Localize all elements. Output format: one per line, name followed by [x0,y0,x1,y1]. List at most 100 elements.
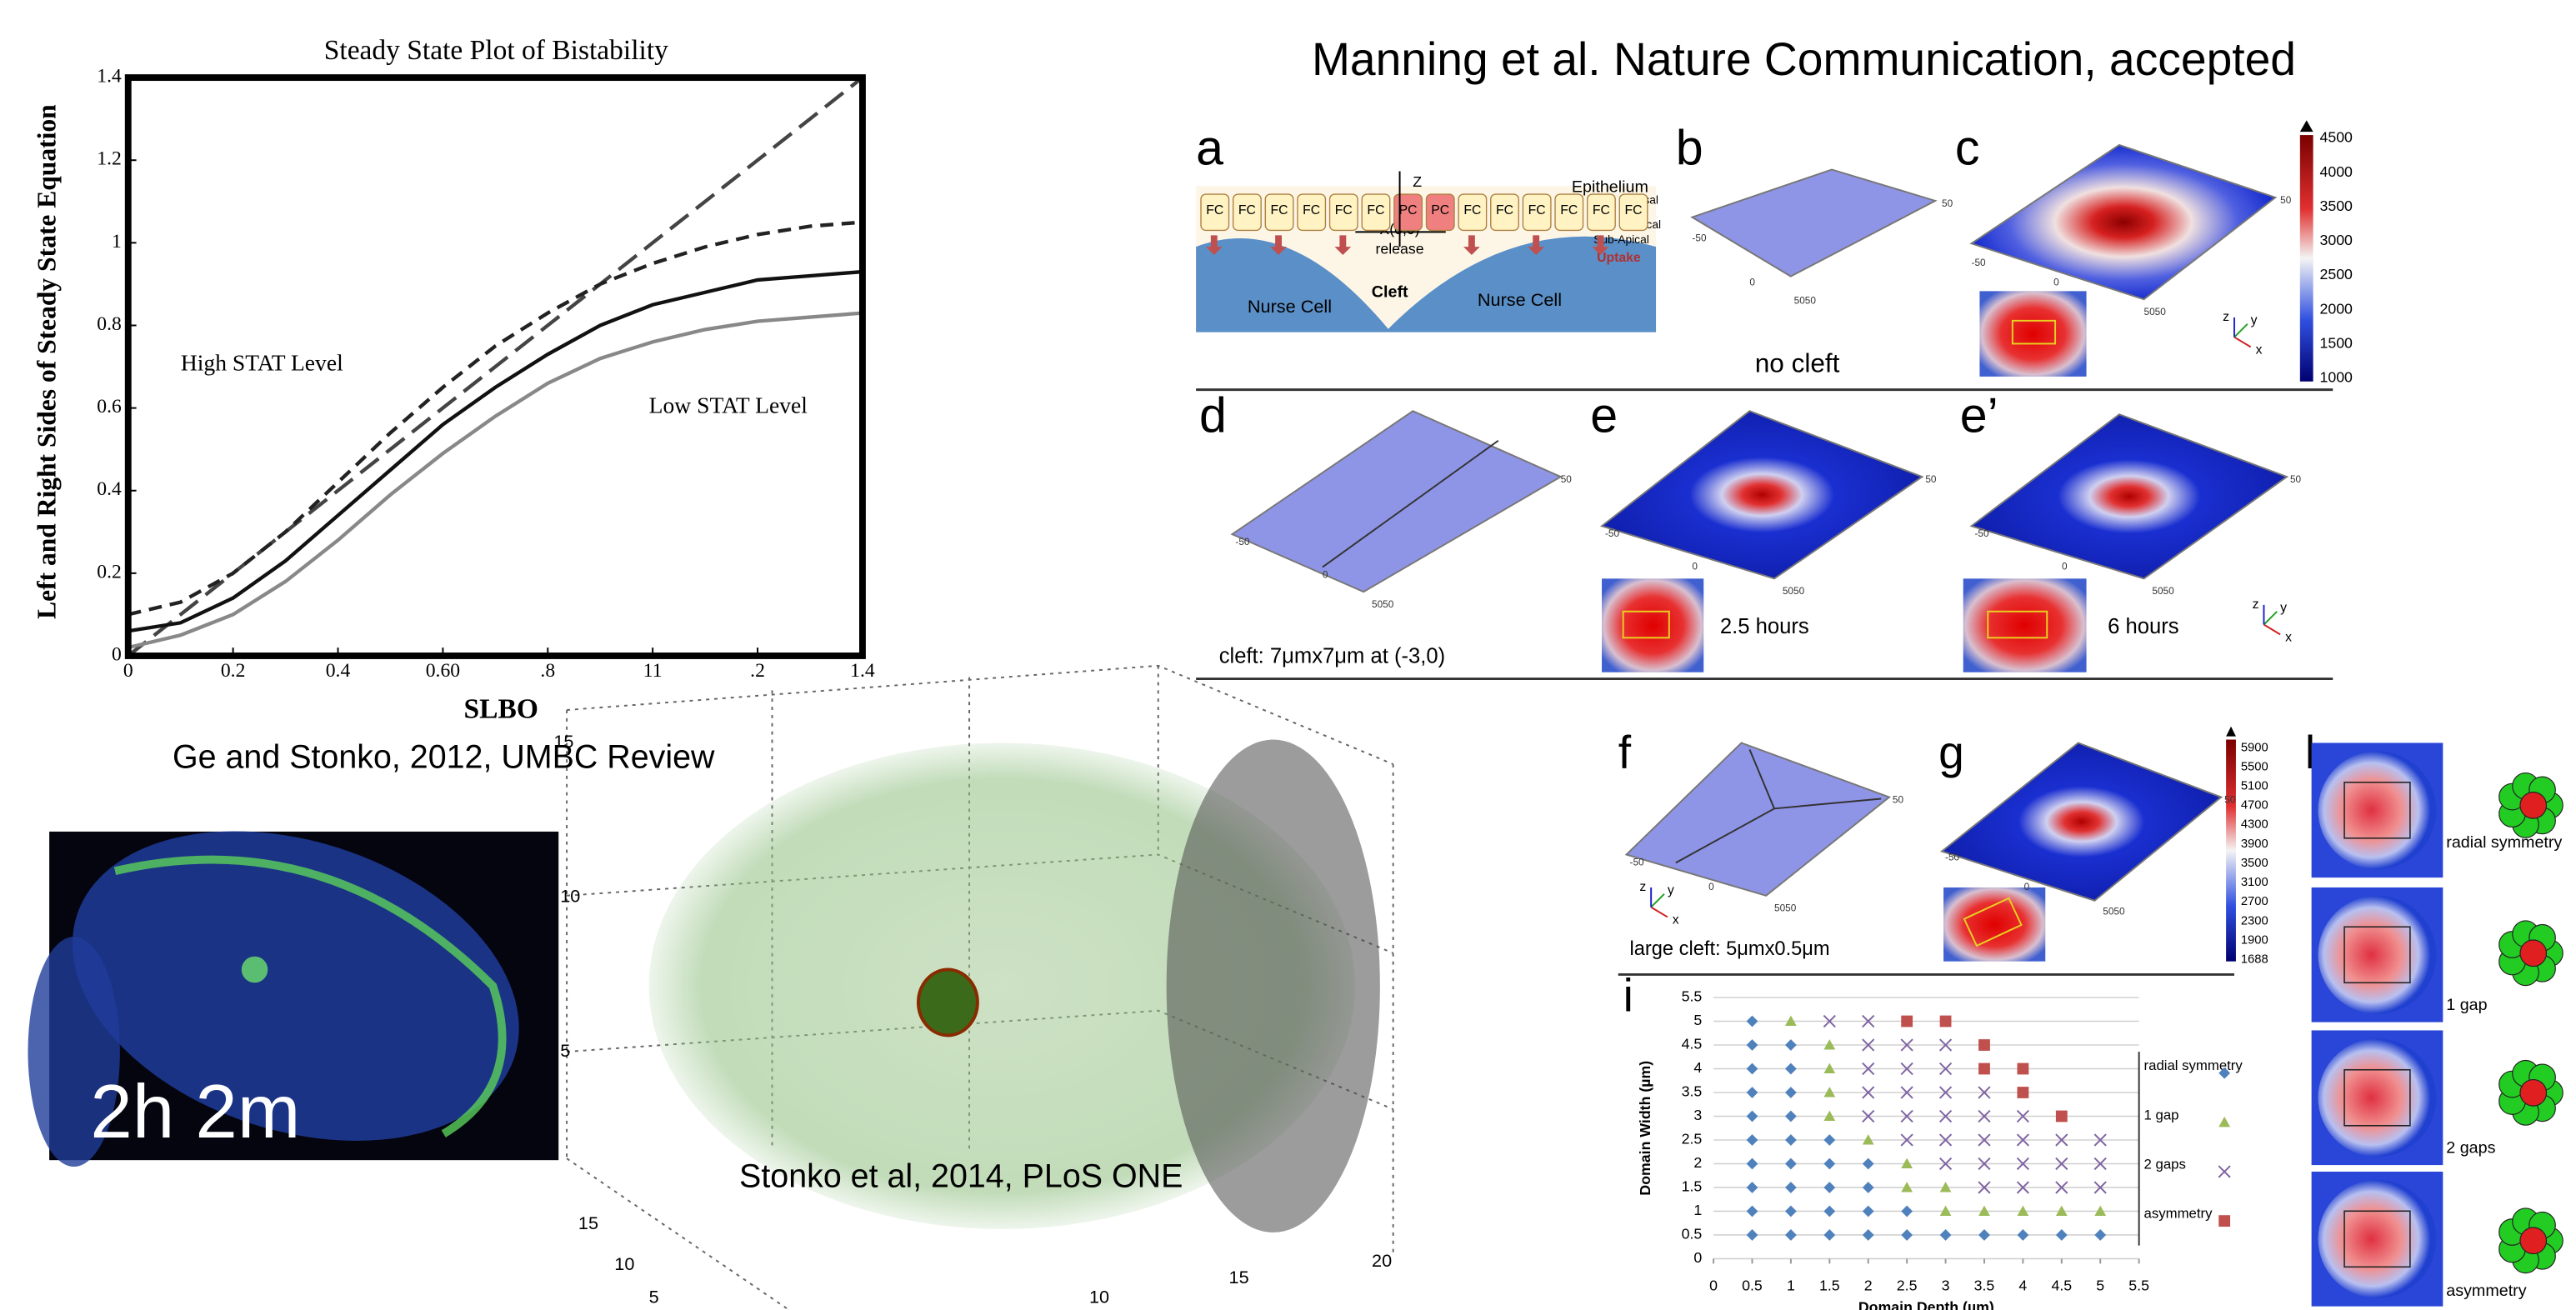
marker [1785,1039,1797,1051]
plane-tick: 50 [1925,473,1937,485]
citation: Stonko et al, 2014, PLoS ONE [739,1158,1183,1194]
panel-letter: e’ [1960,388,1998,443]
cell-label: FC [1303,203,1320,218]
colorbar-label: 1688 [2241,953,2268,967]
timestamp: 2h 2m [90,1070,300,1154]
domain-plane [1232,411,1560,592]
marker [1901,1016,1913,1028]
x-tick-label: 1.4 [850,660,875,682]
x-tick-label: 1.5 [1819,1278,1840,1294]
panel-letter: g [1938,727,1964,778]
y-axis-label: Left and Right Sides of Steady State Equ… [32,104,61,619]
plane-tick: 50 [1942,198,1953,209]
plane-tick: 50 [2224,794,2236,806]
cell-cloud-end [1167,740,1380,1232]
3d-tick: 5 [649,1286,659,1307]
plane-tick: -50 [1605,528,1620,539]
legend-label: 2 gaps [2144,1157,2186,1172]
x-tick-label: 2 [1864,1278,1873,1294]
panel-g [1942,742,2221,961]
plane-tick: 0 [1323,569,1328,581]
y-tick-label: 0.6 [97,396,122,418]
caption: cleft: 7μmx7μm at (-3,0) [1219,645,1445,668]
h-label: 2 gaps [2446,1139,2495,1158]
y-tick-label: 0.5 [1682,1226,1703,1242]
x-tick-label: .2 [750,660,765,682]
marker [1747,1206,1758,1218]
schematic: Nurse Cell Nurse Cell Cleft release X(0,… [1196,171,1661,332]
panel-letter: e [1590,388,1618,443]
plane-tick: 0 [1692,561,1698,572]
x-tick-label: 4.5 [2051,1278,2072,1294]
annotation: High STAT Level [181,349,343,375]
cell-label: FC [1463,203,1481,218]
cell-label: PC [1399,203,1418,218]
plane-tick: -50 [1945,852,1960,863]
label: Uptake [1597,251,1641,265]
plane-tick: 50 [1561,473,1573,485]
plane-tick: 5050 [1783,585,1805,597]
y-tick-label: 1.2 [97,148,122,170]
cell-label: FC [1238,203,1256,218]
panel-letter: i [1623,970,1633,1022]
cell-label: FC [1367,203,1384,218]
sim-field [2318,1038,2437,1157]
y-tick-label: 3.5 [1682,1083,1703,1100]
x-tick-label: 5 [2096,1278,2104,1294]
marker [2017,1063,2028,1075]
domain-plane [1942,742,2221,900]
x-tick-label: 0.60 [426,660,460,682]
panel-letter: a [1196,119,1223,175]
triad-label: y [2251,313,2258,328]
panel-b [1692,169,1935,276]
3d-tick: 15 [578,1212,598,1233]
border-cluster [918,970,978,1036]
colorbar-label: 2300 [2241,914,2268,928]
marker [2017,1229,2028,1241]
bistability-chart: Steady State Plot of BistabilitySLBOLeft… [32,35,875,724]
3d-tick: 10 [1089,1286,1109,1307]
plane-tick: 0 [2053,277,2059,288]
plane-tick: 0 [2062,561,2068,572]
legend-label: asymmetry [2144,1206,2213,1222]
plane-tick: -50 [1972,257,1987,268]
legend-marker [2218,1215,2230,1227]
marker [1747,1229,1758,1241]
line-series [128,272,863,631]
cell-label: FC [1593,203,1610,218]
marker [1823,1206,1835,1218]
marker [1823,1158,1835,1170]
plane-tick: -50 [1692,232,1707,243]
x-tick-label: 5.5 [2128,1278,2149,1294]
citation: Ge and Stonko, 2012, UMBC Review [173,739,715,776]
x-axis-label: Domain Depth (µm) [1858,1298,1994,1310]
legend-marker [2218,1117,2230,1127]
panel-letter: c [1955,119,1980,175]
cell-label: FC [1625,203,1643,218]
legend-marker [2218,1166,2230,1178]
triad-label: x [1673,913,1679,928]
marker [1747,1087,1758,1098]
marker [1863,1206,1874,1218]
x-tick-label: 0.2 [221,660,246,682]
cell-label: PC [1431,203,1449,218]
marker [1901,1206,1913,1218]
caption: 2.5 hours [1720,615,1809,638]
3d-tick: 15 [553,731,573,752]
marker [1863,1182,1874,1193]
chart-title: Steady State Plot of Bistability [324,35,668,66]
colorbar-label: 5900 [2241,741,2268,754]
domain-chart: 00.511.522.533.544.555.500.511.522.533.5… [1637,988,2243,1310]
sim-field [2318,751,2437,869]
3d-tick: 10 [614,1253,634,1274]
triad-axis [2234,338,2251,348]
triad-label: z [2253,598,2259,612]
y-tick-label: 0 [112,643,122,665]
border-cell [2520,1228,2547,1254]
inset [1963,578,2087,672]
colorbar [2300,135,2313,382]
triad-axis [2263,625,2280,635]
colorbar-label: 5100 [2241,780,2268,793]
y-axis-label: Domain Width (µm) [1637,1061,1653,1196]
label: Cleft [1372,283,1408,302]
